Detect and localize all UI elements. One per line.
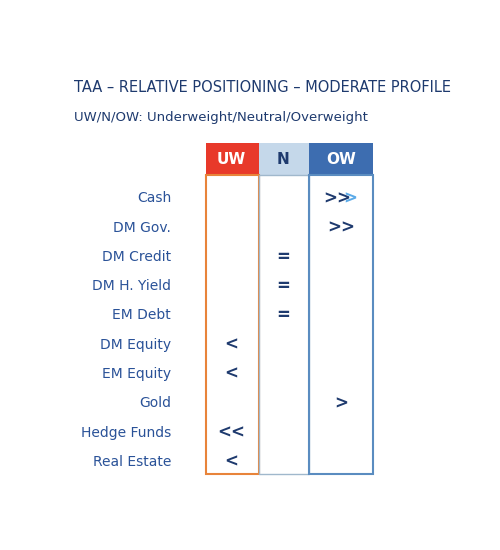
Text: <<: << — [218, 424, 246, 442]
Text: EM Debt: EM Debt — [112, 309, 171, 322]
Text: DM H. Yield: DM H. Yield — [92, 279, 171, 293]
Bar — [309, 175, 372, 474]
Text: TAA – RELATIVE POSITIONING – MODERATE PROFILE: TAA – RELATIVE POSITIONING – MODERATE PR… — [74, 80, 451, 95]
Bar — [206, 143, 258, 175]
Text: EM Equity: EM Equity — [102, 367, 171, 381]
Text: Gold: Gold — [139, 396, 171, 410]
Text: <: < — [224, 336, 238, 354]
Text: OW: OW — [326, 152, 356, 167]
Bar — [206, 175, 258, 474]
Text: <: < — [224, 365, 238, 383]
Text: >>: >> — [323, 189, 351, 207]
Text: =: = — [276, 306, 290, 324]
Text: UW/N/OW: Underweight/Neutral/Overweight: UW/N/OW: Underweight/Neutral/Overweight — [74, 111, 368, 124]
Text: N: N — [277, 152, 290, 167]
Bar — [309, 143, 372, 175]
Text: UW: UW — [217, 152, 246, 167]
Text: DM Gov.: DM Gov. — [113, 221, 171, 235]
Text: >>: >> — [328, 219, 355, 236]
Text: Hedge Funds: Hedge Funds — [81, 426, 171, 439]
Bar — [258, 143, 309, 175]
Text: Cash: Cash — [137, 191, 171, 206]
Text: >: > — [334, 394, 348, 412]
Text: DM Equity: DM Equity — [100, 338, 171, 352]
Text: <: < — [224, 453, 238, 471]
Text: >: > — [343, 189, 357, 207]
Bar — [258, 175, 309, 474]
Text: =: = — [276, 277, 290, 295]
Text: DM Credit: DM Credit — [102, 250, 171, 264]
Text: =: = — [276, 248, 290, 266]
Text: Real Estate: Real Estate — [92, 455, 171, 469]
